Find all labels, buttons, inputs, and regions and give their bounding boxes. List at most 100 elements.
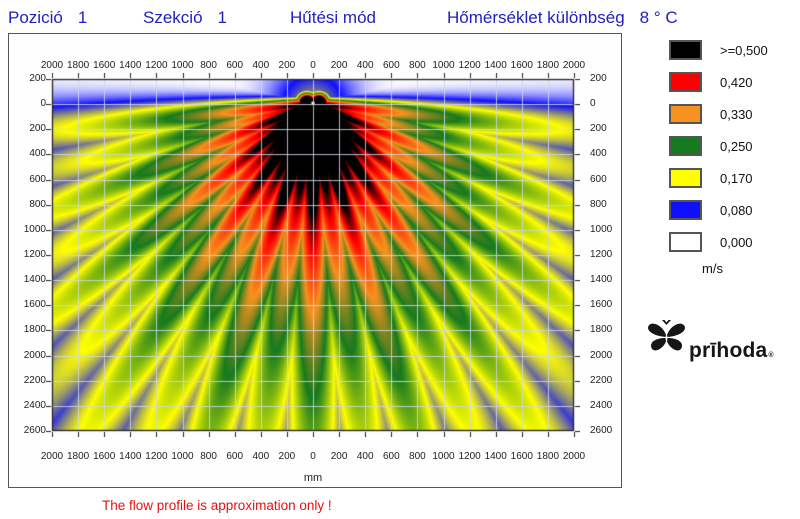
legend-label: 0,330 xyxy=(720,106,753,122)
x-tick-label: 1800 xyxy=(536,451,560,462)
y-tick-label: 800 xyxy=(590,198,607,210)
logo-text: prīhoda® xyxy=(689,339,774,362)
temperature-label: Hőmérséklet különbség xyxy=(447,8,625,27)
legend-row: >=0,500 xyxy=(669,39,794,61)
legend-swatch xyxy=(669,168,702,188)
section-value: 1 xyxy=(217,8,227,27)
x-tick-label: 600 xyxy=(226,451,244,462)
y-tick-label: 1000 xyxy=(590,223,613,235)
x-tick-label: 400 xyxy=(356,451,374,462)
legend-row: 0,330 xyxy=(669,103,794,125)
x-tick-label: 600 xyxy=(382,60,400,71)
x-tick-label: 2000 xyxy=(40,451,64,462)
x-tick-label: 1600 xyxy=(510,60,533,71)
legend-row: 0,170 xyxy=(669,167,794,189)
legend-row: 0,250 xyxy=(669,135,794,157)
legend-swatch xyxy=(669,232,702,252)
disclaimer-note: The flow profile is approximation only ! xyxy=(102,498,332,513)
x-tick-label: 400 xyxy=(252,451,270,462)
y-tick-label: 2600 xyxy=(590,425,613,436)
y-tick-label: 1800 xyxy=(590,324,613,336)
x-tick-label: 0 xyxy=(310,60,316,71)
x-tick-label: 2000 xyxy=(40,60,64,71)
y-tick-label: 2200 xyxy=(23,374,46,386)
y-tick-label: 2000 xyxy=(590,349,613,361)
butterfly-icon xyxy=(646,318,687,361)
x-tick-label: 200 xyxy=(330,451,348,462)
legend-swatch xyxy=(669,40,702,60)
y-tick-label: 200 xyxy=(590,73,607,84)
y-tick-label: 1600 xyxy=(590,299,613,311)
legend-unit: m/s xyxy=(702,261,723,276)
x-tick-label: 800 xyxy=(200,60,217,71)
legend-label: 0,000 xyxy=(720,234,753,250)
y-tick-label: 0 xyxy=(40,98,46,110)
x-tick-label: 200 xyxy=(278,451,296,462)
mode-label: Hűtési mód xyxy=(290,8,376,27)
y-tick-label: 2400 xyxy=(23,399,46,411)
x-tick-label: 1600 xyxy=(93,451,116,462)
y-tick-label: 2000 xyxy=(23,349,46,361)
section-field: Szekció 1 xyxy=(143,8,227,28)
legend-swatch xyxy=(669,104,702,124)
legend-label: >=0,500 xyxy=(720,42,768,58)
legend-label: 0,170 xyxy=(720,170,753,186)
velocity-legend: >=0,500 0,420 0,330 0,250 0,170 0,080 0,000 xyxy=(669,39,794,263)
x-tick-label: 400 xyxy=(356,60,374,71)
mode-field: Hűtési mód xyxy=(290,8,376,28)
x-tick-label: 1600 xyxy=(510,451,533,462)
x-tick-label: 200 xyxy=(278,60,296,71)
x-axis-unit: mm xyxy=(303,472,323,484)
x-tick-label: 800 xyxy=(409,60,426,71)
y-tick-label: 1400 xyxy=(590,274,613,286)
x-tick-label: 1400 xyxy=(484,60,507,71)
section-label: Szekció xyxy=(143,8,203,27)
x-tick-label: 1000 xyxy=(432,451,455,462)
prihoda-logo: prīhoda® xyxy=(646,318,774,361)
x-tick-label: 1800 xyxy=(66,60,90,71)
y-tick-label: 200 xyxy=(29,123,46,135)
legend-label: 0,250 xyxy=(720,138,753,154)
x-tick-label: 1200 xyxy=(458,60,481,71)
flow-profile-panel: 2000 2000 1800 1800 1600 1600 1400 1400 1200 1200… xyxy=(8,33,622,488)
x-tick-label: 0 xyxy=(310,451,316,462)
y-tick-label: 200 xyxy=(590,123,607,135)
position-value: 1 xyxy=(77,8,88,27)
y-tick-label: 2600 xyxy=(23,425,46,436)
x-tick-label: 1000 xyxy=(432,60,455,71)
x-tick-label: 400 xyxy=(252,60,270,71)
y-tick-label: 2200 xyxy=(590,374,613,386)
x-tick-label: 1200 xyxy=(145,60,168,71)
x-tick-label: 1200 xyxy=(145,451,168,462)
x-tick-label: 600 xyxy=(226,60,244,71)
x-tick-label: 1400 xyxy=(119,60,142,71)
legend-row: 0,080 xyxy=(669,199,794,221)
legend-row: 0,000 xyxy=(669,231,794,253)
y-tick-label: 0 xyxy=(590,98,596,110)
logo-trademark: ® xyxy=(768,352,774,359)
x-tick-label: 1600 xyxy=(93,60,116,71)
x-tick-label: 600 xyxy=(382,451,400,462)
x-tick-label: 2000 xyxy=(562,60,586,71)
x-tick-label: 200 xyxy=(330,60,348,71)
legend-label: 0,080 xyxy=(720,202,753,218)
x-tick-label: 1000 xyxy=(171,60,194,71)
y-tick-label: 800 xyxy=(29,198,46,210)
x-tick-label: 1800 xyxy=(536,60,560,71)
legend-row: 0,420 xyxy=(669,71,794,93)
y-tick-label: 600 xyxy=(590,173,607,185)
legend-swatch xyxy=(669,72,702,92)
x-tick-label: 1800 xyxy=(66,451,90,462)
x-tick-label: 1400 xyxy=(119,451,142,462)
x-tick-label: 1400 xyxy=(484,451,507,462)
temperature-value: 8 ° C xyxy=(639,8,678,27)
position-field: Pozició 1 xyxy=(8,8,87,28)
y-tick-label: 2400 xyxy=(590,399,613,411)
legend-label: 0,420 xyxy=(720,74,753,90)
y-tick-label: 1000 xyxy=(23,223,46,235)
x-tick-label: 2000 xyxy=(562,451,586,462)
position-label: Pozició xyxy=(8,8,63,27)
y-tick-label: 600 xyxy=(29,173,46,185)
x-tick-label: 800 xyxy=(409,451,426,462)
